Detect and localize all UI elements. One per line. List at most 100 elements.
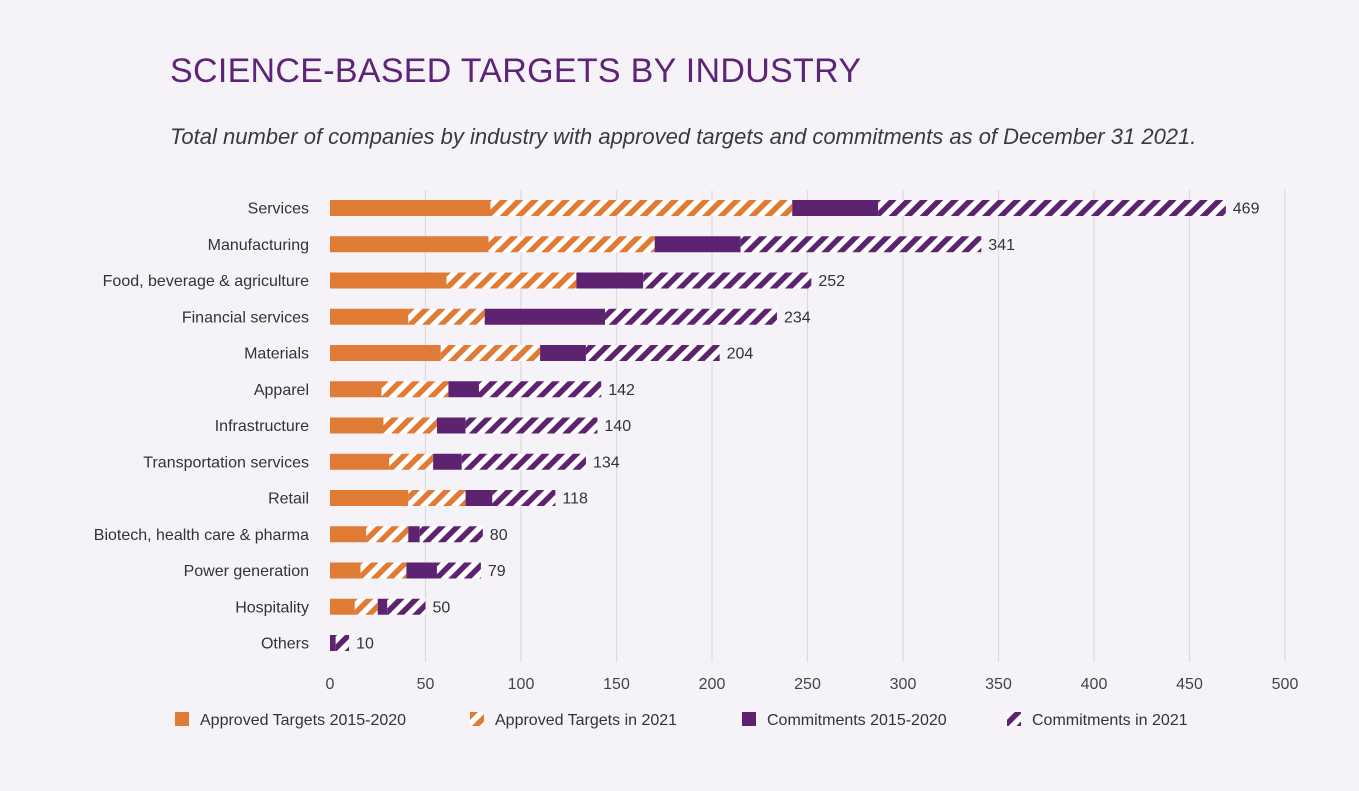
bar-segment bbox=[878, 200, 1226, 216]
x-tick-label: 450 bbox=[1176, 676, 1203, 693]
total-label: 79 bbox=[488, 563, 506, 580]
legend-label: Commitments in 2021 bbox=[1032, 712, 1188, 729]
bar-segment bbox=[330, 453, 390, 470]
category-label: Retail bbox=[268, 491, 309, 508]
category-label: Apparel bbox=[254, 382, 309, 399]
bar-segment bbox=[389, 453, 434, 470]
total-label: 234 bbox=[784, 309, 811, 326]
legend: Approved Targets 2015-2020 Approved Targe… bbox=[175, 712, 1188, 729]
legend-label: Commitments 2015-2020 bbox=[767, 712, 947, 729]
total-label: 134 bbox=[593, 454, 620, 471]
bar-segment bbox=[335, 635, 350, 651]
total-label: 118 bbox=[562, 491, 588, 508]
chart-subtitle: Total number of companies by industry wi… bbox=[170, 124, 1197, 149]
grid-lines bbox=[424, 190, 1286, 662]
bar-segment bbox=[360, 562, 407, 579]
legend-label: Approved Targets 2015-2020 bbox=[200, 712, 406, 729]
total-label: 142 bbox=[608, 382, 635, 399]
bar-segment bbox=[330, 598, 355, 615]
category-label: Hospitality bbox=[235, 599, 309, 616]
bars bbox=[330, 200, 1226, 651]
bar-segment bbox=[488, 236, 655, 253]
bar-segment bbox=[576, 272, 644, 289]
bar-segment bbox=[540, 345, 586, 361]
bar-segment bbox=[448, 381, 479, 398]
x-tick-label: 400 bbox=[1081, 676, 1108, 693]
category-label: Power generation bbox=[184, 563, 309, 580]
bar-segment bbox=[419, 526, 483, 543]
bar-segment bbox=[366, 526, 409, 543]
bar-segment bbox=[436, 562, 481, 579]
total-label: 80 bbox=[490, 527, 508, 544]
legend-swatch bbox=[1007, 712, 1021, 726]
bar-segment bbox=[465, 490, 493, 506]
category-label: Food, beverage & agriculture bbox=[103, 273, 309, 290]
labels: Services 469 Manufacturing 341 Food, beverag… bbox=[94, 201, 1260, 653]
bar-segment bbox=[740, 236, 982, 253]
bar-segment bbox=[330, 308, 409, 325]
legend-item: Commitments in 2021 bbox=[1007, 712, 1188, 729]
category-label: Manufacturing bbox=[208, 237, 309, 254]
category-label: Others bbox=[261, 636, 309, 653]
bar-segment bbox=[330, 236, 489, 253]
bar-segment bbox=[465, 417, 598, 434]
x-tick-label: 50 bbox=[417, 676, 435, 693]
bar-segment bbox=[492, 490, 556, 506]
x-tick-label: 200 bbox=[699, 676, 726, 693]
chart-title: SCIENCE-BASED TARGETS BY INDUSTRY bbox=[170, 52, 862, 90]
legend-item: Commitments 2015-2020 bbox=[742, 712, 947, 729]
total-label: 10 bbox=[356, 636, 374, 653]
bar-segment bbox=[433, 453, 462, 470]
legend-label: Approved Targets in 2021 bbox=[495, 712, 677, 729]
category-label: Financial services bbox=[182, 309, 309, 326]
bar-segment bbox=[354, 598, 378, 615]
legend-swatch bbox=[470, 712, 484, 726]
total-label: 140 bbox=[604, 418, 631, 435]
x-tick-label: 150 bbox=[603, 676, 630, 693]
bar-segment bbox=[330, 526, 367, 543]
bar-segment bbox=[406, 562, 437, 579]
x-tick-label: 0 bbox=[326, 676, 335, 693]
total-label: 341 bbox=[988, 237, 1015, 254]
bar-segment bbox=[792, 200, 879, 216]
bar-segment bbox=[330, 635, 336, 651]
legend-swatch bbox=[742, 712, 756, 726]
x-tick-label: 350 bbox=[985, 676, 1012, 693]
bar-segment bbox=[383, 417, 437, 434]
bar-segment bbox=[330, 490, 409, 506]
bar-segment bbox=[436, 417, 466, 434]
legend-swatch bbox=[175, 712, 189, 726]
x-tick-label: 100 bbox=[508, 676, 535, 693]
bar-segment bbox=[643, 272, 812, 289]
bar-segment bbox=[330, 417, 384, 434]
x-axis: 0 50 100 150 200 250 300 350 400 450 500 bbox=[326, 676, 1299, 693]
bar-segment bbox=[330, 381, 382, 398]
bar-segment bbox=[330, 200, 491, 216]
bar-segment bbox=[478, 381, 602, 398]
total-label: 469 bbox=[1233, 201, 1260, 218]
bar-segment bbox=[408, 490, 466, 506]
category-label: Services bbox=[248, 201, 309, 218]
bar-segment bbox=[446, 272, 577, 289]
bar-segment bbox=[605, 308, 777, 325]
bar-segment bbox=[387, 598, 426, 615]
bar-segment bbox=[381, 381, 449, 398]
category-label: Materials bbox=[244, 346, 309, 363]
category-label: Transportation services bbox=[143, 454, 309, 471]
x-tick-label: 300 bbox=[890, 676, 917, 693]
x-tick-label: 500 bbox=[1272, 676, 1299, 693]
legend-item: Approved Targets in 2021 bbox=[470, 712, 677, 729]
bar-segment bbox=[654, 236, 741, 253]
bar-segment bbox=[585, 345, 720, 361]
legend-item: Approved Targets 2015-2020 bbox=[175, 712, 406, 729]
bar-segment bbox=[377, 598, 388, 615]
bar-segment bbox=[330, 562, 361, 579]
total-label: 252 bbox=[818, 273, 845, 290]
category-label: Biotech, health care & pharma bbox=[94, 527, 309, 544]
bar-segment bbox=[440, 345, 541, 361]
bar-segment bbox=[408, 526, 420, 543]
bar-segment bbox=[330, 345, 441, 361]
bar-segment bbox=[408, 308, 485, 325]
x-tick-label: 250 bbox=[794, 676, 821, 693]
